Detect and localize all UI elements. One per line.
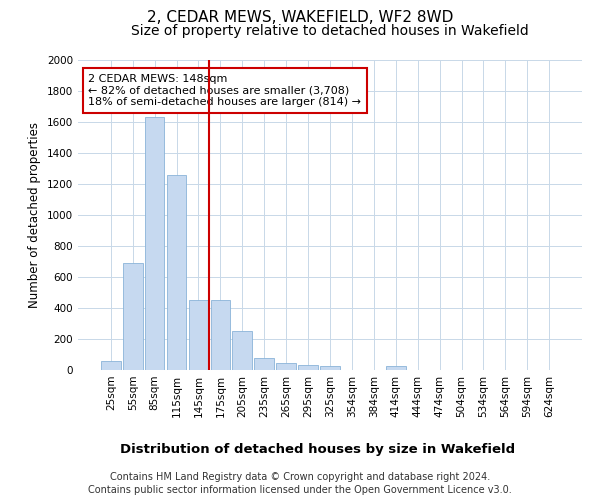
Text: Distribution of detached houses by size in Wakefield: Distribution of detached houses by size … (121, 442, 515, 456)
Bar (320, 366, 340, 370)
Bar (101, 362, 121, 370)
Bar (298, 366, 318, 370)
Bar (123, 263, 143, 370)
Y-axis label: Number of detached properties: Number of detached properties (28, 122, 41, 308)
Text: Contains public sector information licensed under the Open Government Licence v3: Contains public sector information licen… (88, 485, 512, 495)
Bar (276, 363, 296, 370)
Bar (188, 300, 208, 370)
Bar (145, 118, 164, 370)
Bar (167, 174, 187, 370)
Bar (232, 331, 252, 370)
Title: Size of property relative to detached houses in Wakefield: Size of property relative to detached ho… (131, 24, 529, 38)
Bar (254, 358, 274, 370)
Text: Contains HM Land Registry data © Crown copyright and database right 2024.: Contains HM Land Registry data © Crown c… (110, 472, 490, 482)
Bar (386, 366, 406, 370)
Text: 2, CEDAR MEWS, WAKEFIELD, WF2 8WD: 2, CEDAR MEWS, WAKEFIELD, WF2 8WD (147, 10, 453, 25)
Text: 2 CEDAR MEWS: 148sqm
← 82% of detached houses are smaller (3,708)
18% of semi-de: 2 CEDAR MEWS: 148sqm ← 82% of detached h… (88, 74, 361, 107)
Bar (211, 300, 230, 370)
